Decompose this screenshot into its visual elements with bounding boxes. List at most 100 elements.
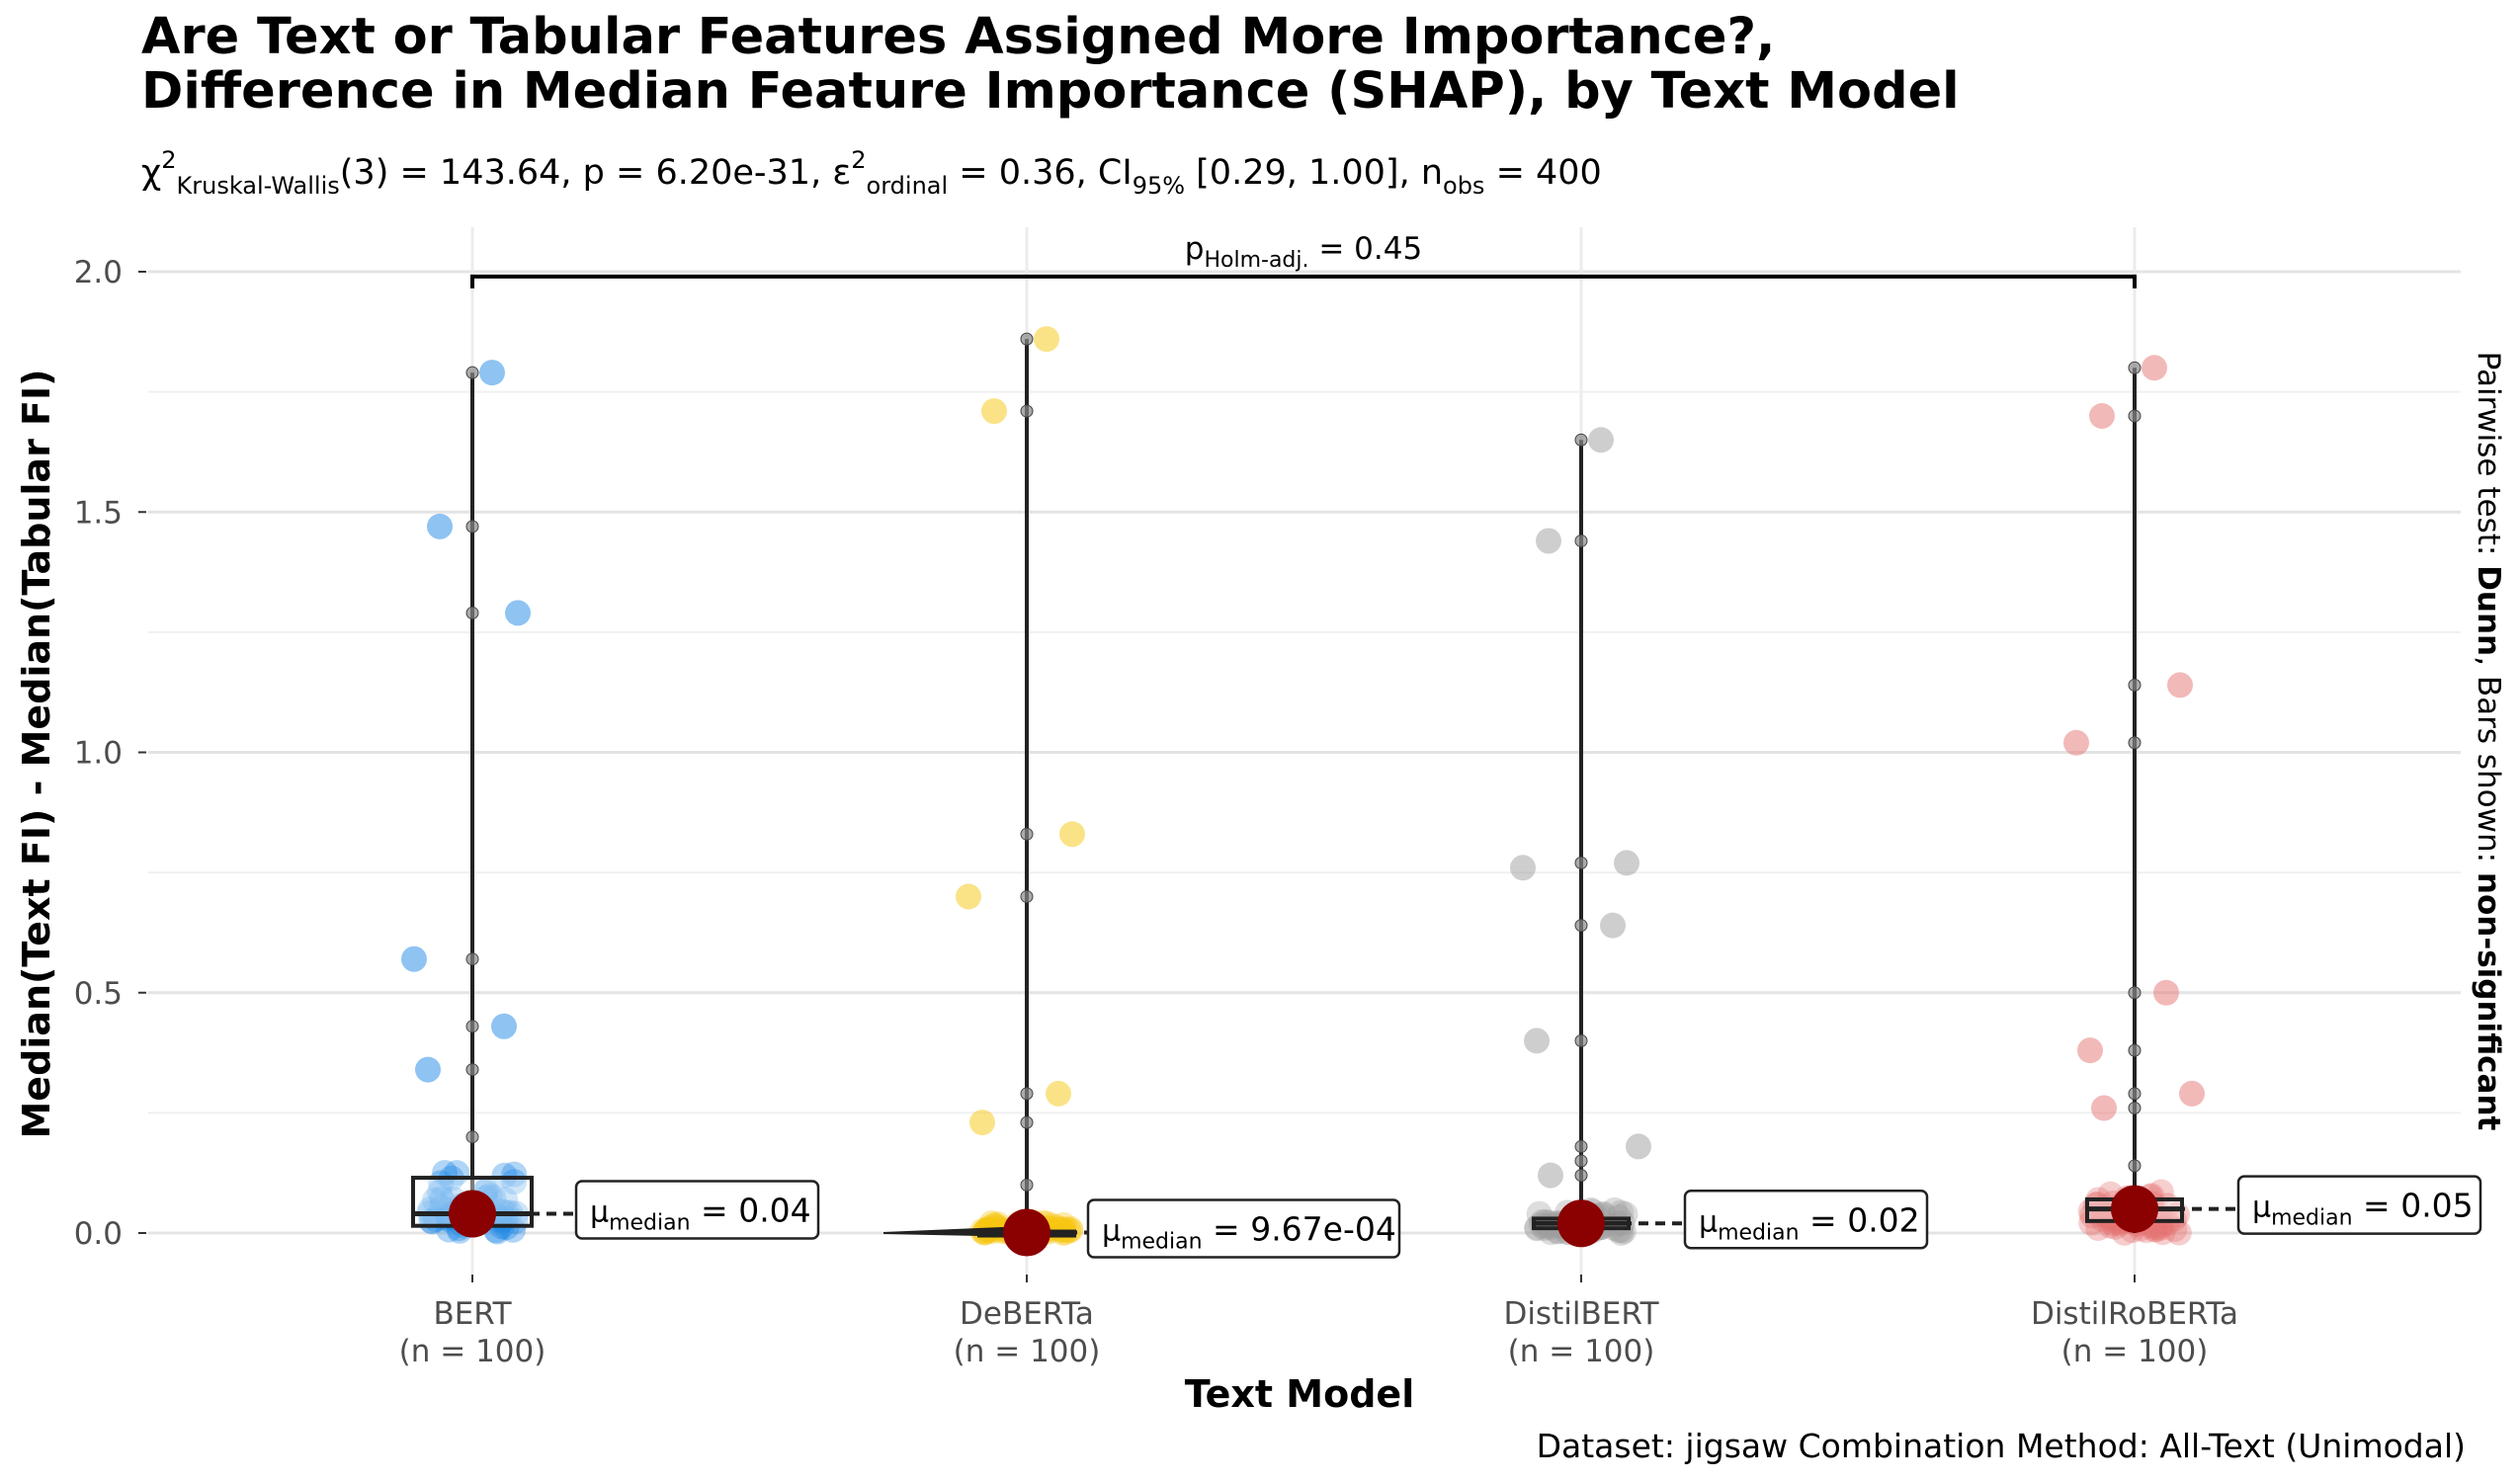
- data-point: [1612, 1201, 1638, 1228]
- data-point: [2091, 1095, 2117, 1121]
- data-point: [500, 1216, 527, 1243]
- y-tick-label: 1.0: [74, 736, 123, 772]
- chart-title: Are Text or Tabular Features Assigned Mo…: [141, 8, 1776, 66]
- data-point: [492, 1187, 519, 1213]
- x-tick-count: (n = 100): [1508, 1334, 1655, 1369]
- outlier-point: [1020, 404, 1034, 418]
- outlier-point: [465, 606, 479, 619]
- x-tick-count: (n = 100): [954, 1334, 1101, 1369]
- x-tick-label: DistilBERT: [1503, 1296, 1659, 1332]
- y-tick-label: 0.5: [74, 976, 123, 1012]
- data-point: [2167, 672, 2193, 699]
- outlier-point: [1574, 1139, 1588, 1153]
- x-tick-label: BERT: [433, 1296, 512, 1332]
- outlier-point: [2128, 1043, 2142, 1057]
- outlier-point: [1020, 889, 1034, 903]
- eps-sub: ordinal: [866, 172, 949, 200]
- data-point: [401, 946, 427, 972]
- data-point: [2153, 1210, 2180, 1237]
- data-point: [2142, 355, 2167, 381]
- data-point: [1538, 1162, 1563, 1189]
- median-marker: [1557, 1199, 1605, 1248]
- pairwise-bracket-line: [470, 274, 2137, 288]
- x-tick-label: DeBERTa: [960, 1296, 1094, 1332]
- data-point: [2063, 729, 2089, 756]
- outlier-point: [2128, 736, 2142, 750]
- outlier-point: [2128, 409, 2142, 423]
- data-point: [427, 513, 453, 539]
- data-point: [2165, 1219, 2192, 1246]
- series-deberta: μmedian = 9.67e-04: [882, 326, 1401, 1259]
- data-point: [1626, 1133, 1651, 1160]
- outlier-point: [1020, 332, 1034, 346]
- y-tick-label: 0.0: [74, 1216, 123, 1252]
- eps-symbol: ε: [832, 153, 852, 193]
- outlier-point: [2128, 361, 2142, 374]
- chi-value: (3) = 143.64, p = 6.20e-31,: [339, 153, 833, 193]
- outlier-point: [2128, 986, 2142, 1000]
- y-tick-label: 1.5: [74, 495, 123, 531]
- outlier-point: [1020, 1178, 1034, 1192]
- data-point: [2089, 402, 2115, 429]
- data-point: [1524, 1028, 1550, 1054]
- data-point: [421, 1187, 448, 1213]
- outlier-point: [1574, 856, 1588, 869]
- outlier-point: [1574, 1033, 1588, 1047]
- n-sub: obs: [1443, 172, 1485, 200]
- n-value: = 400: [1484, 153, 1602, 193]
- data-point: [2179, 1080, 2205, 1107]
- caption: Dataset: jigsaw Combination Method: All-…: [1536, 1427, 2466, 1465]
- chi-sub: Kruskal-Wallis: [176, 172, 340, 200]
- median-label: μmedian = 0.04: [590, 1192, 811, 1236]
- data-point: [956, 883, 981, 910]
- median-label: μmedian = 0.02: [1699, 1200, 1920, 1245]
- data-point: [491, 1013, 517, 1039]
- outlier-point: [465, 1130, 479, 1144]
- data-point: [1059, 821, 1085, 848]
- eps-value: = 0.36, CI: [948, 153, 1133, 193]
- outlier-point: [465, 520, 479, 534]
- median-label-box: [2236, 1175, 2482, 1235]
- median-marker: [1003, 1208, 1050, 1257]
- outlier-point: [1020, 1087, 1034, 1101]
- outlier-point: [465, 366, 479, 379]
- data-point: [491, 1162, 518, 1189]
- data-point: [426, 1179, 453, 1205]
- outlier-point: [1574, 919, 1588, 933]
- data-point: [1588, 427, 1614, 453]
- series-bert: μmedian = 0.04: [401, 360, 820, 1245]
- median-label-box: [574, 1180, 820, 1240]
- outlier-point: [1020, 827, 1034, 841]
- outlier-point: [2128, 678, 2142, 692]
- median-label-box: [1086, 1198, 1401, 1259]
- chart-subtitle: Difference in Median Feature Importance …: [141, 62, 1960, 121]
- data-point: [1536, 528, 1561, 554]
- data-point: [501, 1161, 528, 1188]
- data-point: [1046, 1080, 1071, 1107]
- pairwise-label: pHolm-adj. = 0.45: [1185, 231, 1422, 273]
- data-point: [1614, 850, 1639, 876]
- x-axis-title: Text Model: [1185, 1372, 1414, 1416]
- outlier-point: [2128, 1159, 2142, 1173]
- y-axis: 0.0 0.5 1.0 1.5 2.0: [74, 255, 146, 1252]
- median-label: μmedian = 9.67e-04: [1102, 1210, 1396, 1255]
- pairwise-bracket: pHolm-adj. = 0.45: [470, 231, 2137, 288]
- x-tick-label: DistilRoBERTa: [2031, 1296, 2238, 1332]
- eps-sup: 2: [851, 146, 867, 174]
- data-point: [1600, 912, 1626, 939]
- data-point: [981, 398, 1007, 425]
- y-axis-title: Median(Text FI) - Median(Tabular FI): [15, 369, 58, 1138]
- right-side-label: Pairwise test: Dunn, Bars shown: non-sig…: [2471, 352, 2506, 1131]
- outlier-point: [1574, 1169, 1588, 1183]
- data-layer: μmedian = 0.04 μmedian = 9.67e-04 μmedian …: [401, 326, 2482, 1259]
- outlier-point: [465, 1063, 479, 1077]
- series-distilbert: μmedian = 0.02: [1510, 427, 1929, 1250]
- data-point: [2077, 1037, 2103, 1064]
- ci-value: [0.29, 1.00], n: [1185, 153, 1444, 193]
- data-point: [415, 1056, 441, 1083]
- median-marker: [2111, 1185, 2158, 1233]
- data-point: [1034, 326, 1059, 353]
- x-tick-count: (n = 100): [399, 1334, 546, 1369]
- data-point: [1510, 855, 1536, 881]
